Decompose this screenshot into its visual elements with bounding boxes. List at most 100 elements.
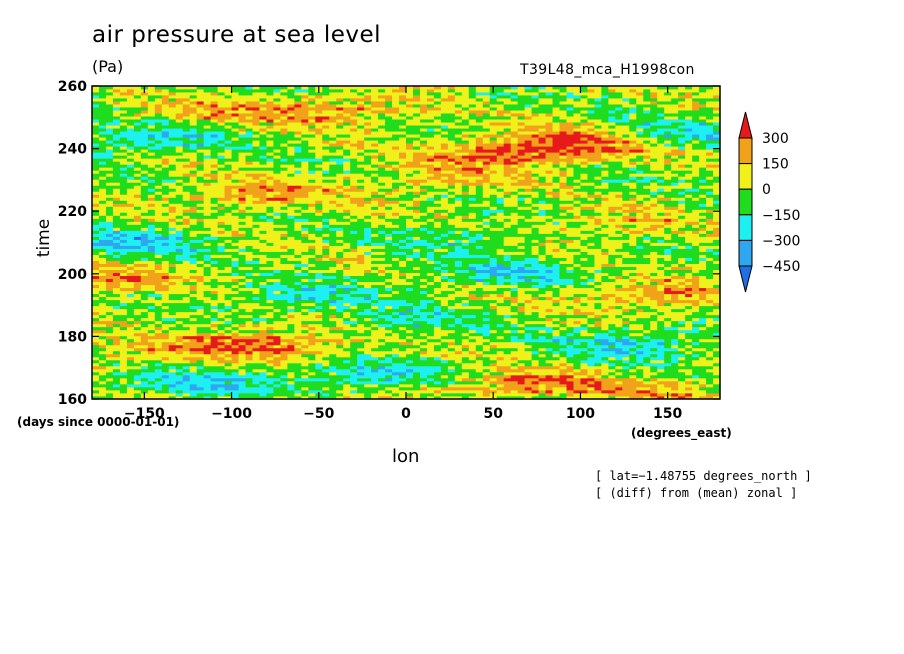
heatmap-cell xyxy=(315,272,323,277)
heatmap-cell xyxy=(594,347,602,352)
heatmap-cell xyxy=(692,299,700,304)
heatmap-cell xyxy=(713,290,720,295)
heatmap-cell xyxy=(210,335,219,340)
heatmap-cell xyxy=(440,275,449,280)
heatmap-cell xyxy=(594,380,602,385)
heatmap-cell xyxy=(461,284,470,289)
heatmap-cell xyxy=(629,338,637,343)
heatmap-cell xyxy=(350,338,358,343)
heatmap-cell xyxy=(601,365,609,370)
heatmap-cell xyxy=(336,233,344,237)
heatmap-cell xyxy=(615,359,623,364)
heatmap-cell xyxy=(468,302,477,307)
heatmap-cell xyxy=(468,305,477,310)
heatmap-cell xyxy=(419,386,428,391)
heatmap-cell xyxy=(371,356,379,361)
heatmap-cell xyxy=(392,326,400,331)
heatmap-cell xyxy=(587,236,595,240)
heatmap-cell xyxy=(322,275,330,280)
heatmap-cell xyxy=(531,389,540,394)
heatmap-cell xyxy=(161,377,170,382)
heatmap-cell xyxy=(643,311,651,316)
heatmap-cell xyxy=(559,332,568,337)
heatmap-cell xyxy=(266,329,275,334)
heatmap-cell xyxy=(706,260,714,264)
heatmap-cell xyxy=(119,278,128,283)
heatmap-cell xyxy=(231,230,240,234)
heatmap-cell xyxy=(406,248,414,252)
heatmap-cell xyxy=(406,239,414,243)
heatmap-cell xyxy=(189,233,198,237)
heatmap-cell xyxy=(217,287,226,292)
heatmap-cell xyxy=(573,278,582,283)
heatmap-cell xyxy=(231,335,240,340)
heatmap-cell xyxy=(315,305,323,310)
heatmap-cell xyxy=(615,236,623,240)
heatmap-cell xyxy=(580,329,589,334)
heatmap-cell xyxy=(454,266,463,270)
heatmap-cell xyxy=(238,392,247,397)
heatmap-cell xyxy=(168,374,177,379)
heatmap-cell xyxy=(238,320,247,325)
heatmap-cell xyxy=(706,392,714,397)
heatmap-cell xyxy=(468,236,477,240)
heatmap-cell xyxy=(133,275,142,280)
heatmap-cell xyxy=(112,356,121,361)
heatmap-cell xyxy=(517,359,526,364)
heatmap-cell xyxy=(119,353,128,358)
heatmap-cell xyxy=(217,371,226,376)
heatmap-cell xyxy=(301,302,309,307)
heatmap-cell xyxy=(182,278,191,283)
heatmap-cell xyxy=(657,359,665,364)
heatmap-cell xyxy=(294,308,302,313)
heatmap-cell xyxy=(517,395,526,399)
heatmap-cell xyxy=(343,266,351,270)
heatmap-cell xyxy=(280,329,288,334)
heatmap-cell xyxy=(329,329,337,334)
heatmap-cell xyxy=(685,347,693,352)
heatmap-cell xyxy=(692,374,700,379)
heatmap-cell xyxy=(378,344,386,349)
heatmap-cell xyxy=(343,350,351,355)
heatmap-cell xyxy=(196,257,205,261)
heatmap-cell xyxy=(629,392,637,397)
heatmap-cell xyxy=(301,233,309,237)
heatmap-cell xyxy=(147,341,156,346)
heatmap-cell xyxy=(601,341,609,346)
heatmap-cell xyxy=(343,269,351,273)
heatmap-cell xyxy=(524,392,533,397)
heatmap-cell xyxy=(559,311,568,316)
heatmap-cell xyxy=(273,245,281,249)
heatmap-cell xyxy=(468,329,477,334)
heatmap-cell xyxy=(364,296,372,301)
heatmap-cell xyxy=(685,314,693,319)
heatmap-cell xyxy=(657,287,665,292)
heatmap-cell xyxy=(175,362,184,367)
heatmap-cell xyxy=(112,392,121,397)
heatmap-cell xyxy=(573,332,582,337)
heatmap-cell xyxy=(608,263,616,267)
heatmap-cell xyxy=(224,248,233,252)
heatmap-cell xyxy=(524,350,533,355)
heatmap-cell xyxy=(140,362,149,367)
heatmap-cell xyxy=(161,392,170,397)
heatmap-cell xyxy=(294,377,302,382)
heatmap-cell xyxy=(294,293,302,298)
heatmap-cell xyxy=(364,368,372,373)
heatmap-cell xyxy=(231,290,240,295)
heatmap-cell xyxy=(671,287,679,292)
heatmap-cell xyxy=(364,389,372,394)
heatmap-cell xyxy=(454,248,463,252)
heatmap-cell xyxy=(657,239,665,243)
heatmap-cell xyxy=(308,287,316,292)
heatmap-cell xyxy=(98,323,107,328)
heatmap-cell xyxy=(678,257,686,261)
heatmap-cell xyxy=(615,281,623,286)
heatmap-cell xyxy=(426,314,435,319)
heatmap-cell xyxy=(378,386,386,391)
heatmap-cell xyxy=(238,230,247,234)
heatmap-cell xyxy=(238,344,247,349)
heatmap-cell xyxy=(392,290,400,295)
heatmap-cell xyxy=(685,368,693,373)
heatmap-cell xyxy=(336,302,344,307)
